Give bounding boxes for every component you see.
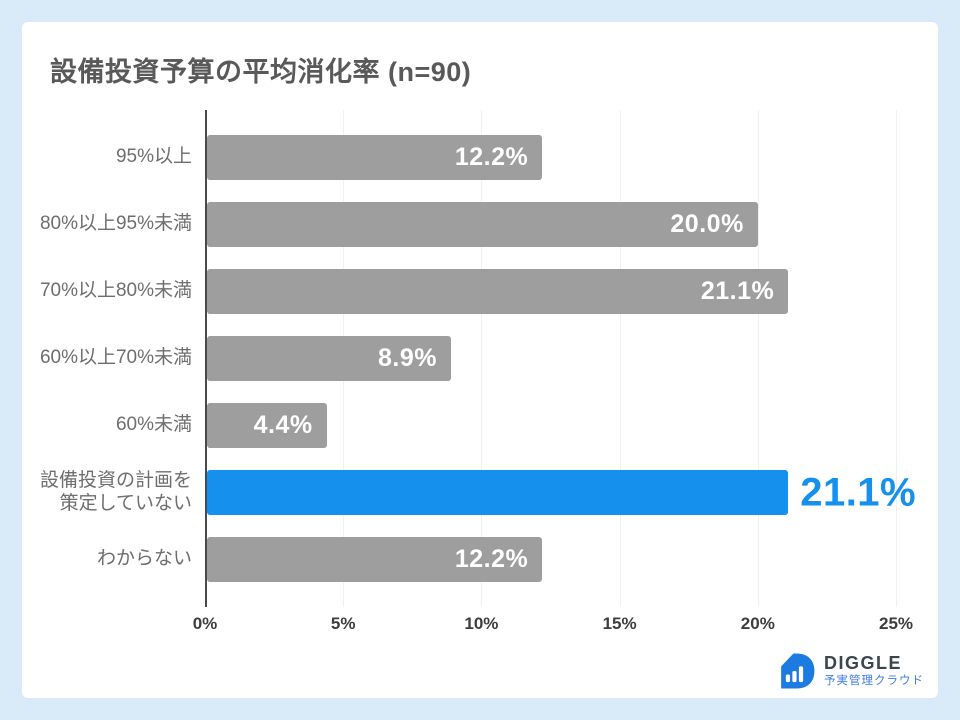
gridline <box>757 110 759 607</box>
category-label: 80%以上95%未満 <box>39 213 192 235</box>
bar-track: 21.1% <box>205 470 916 515</box>
category-label: 60%以上70%未満 <box>39 347 192 369</box>
x-tick-label: 25% <box>878 614 914 633</box>
bar <box>207 470 789 515</box>
bar: 20.0% <box>207 202 758 247</box>
value-label: 12.2% <box>454 545 529 573</box>
logo-name: DIGGLE <box>824 652 903 673</box>
bar-rows-container: 95%以上 12.2% 80%以上95%未満 20.0% 70%以上80%未満 … <box>22 124 916 593</box>
x-tick-label: 5% <box>330 614 356 633</box>
value-label: 8.9% <box>378 344 437 372</box>
x-tick-label: 10% <box>464 614 499 633</box>
value-label-outside: 21.1% <box>800 470 917 514</box>
value-label: 4.4% <box>253 411 313 439</box>
y-axis-line <box>205 110 207 607</box>
brand-logo: DIGGLE 予実管理クラウド <box>773 650 924 692</box>
value-label: 20.0% <box>670 210 744 238</box>
bar-track: 12.2% <box>205 135 896 180</box>
chart-row: 95%以上 12.2% <box>22 124 896 191</box>
category-label: 95%以上 <box>115 146 192 168</box>
chart-row: 60%未満 4.4% <box>22 392 896 459</box>
logo-text-block: DIGGLE 予実管理クラウド <box>824 652 924 689</box>
category-label: 70%以上80%未満 <box>39 280 192 302</box>
x-tick-label: 15% <box>602 614 637 633</box>
gridline <box>481 110 483 607</box>
x-tick-label: 0% <box>192 614 218 633</box>
bar: 4.4% <box>207 403 327 448</box>
chart-row: 70%以上80%未満 21.1% <box>22 258 896 325</box>
chart-row: わからない 12.2% <box>22 526 896 593</box>
x-tick-label: 20% <box>740 614 775 633</box>
chart-row: 80%以上95%未満 20.0% <box>22 191 896 258</box>
chart-row: 設備投資の計画を 策定していない 21.1% <box>22 459 916 526</box>
category-label: わからない <box>96 548 192 570</box>
value-label: 21.1% <box>700 277 775 305</box>
gridline <box>896 110 897 607</box>
bar-track: 8.9% <box>205 336 896 381</box>
plot-area: 95%以上 12.2% 80%以上95%未満 20.0% 70%以上80%未満 … <box>22 22 938 698</box>
diggle-logo-icon <box>781 653 815 689</box>
bar-track: 21.1% <box>205 269 896 314</box>
bar: 12.2% <box>207 135 543 180</box>
chart-card: 設備投資予算の平均消化率 (n=90) 95%以上 12.2% 80%以上95%… <box>22 22 938 698</box>
bar: 12.2% <box>207 537 543 582</box>
chart-row: 60%以上70%未満 8.9% <box>22 325 896 392</box>
bar-track: 20.0% <box>205 202 896 247</box>
category-label: 設備投資の計画を 策定していない <box>39 469 192 514</box>
x-axis-ticks: 0% 5% 10% 15% 20% 25% <box>193 614 913 636</box>
bar-track: 4.4% <box>205 403 896 448</box>
bar-track: 12.2% <box>205 537 896 582</box>
bar: 8.9% <box>207 336 451 381</box>
chart-title: 設備投資予算の平均消化率 (n=90) <box>50 57 472 87</box>
value-label: 12.2% <box>454 143 529 171</box>
bar: 21.1% <box>207 269 789 314</box>
logo-tagline: 予実管理クラウド <box>824 674 924 687</box>
category-label: 60%未満 <box>115 414 192 436</box>
gridline <box>619 110 621 607</box>
